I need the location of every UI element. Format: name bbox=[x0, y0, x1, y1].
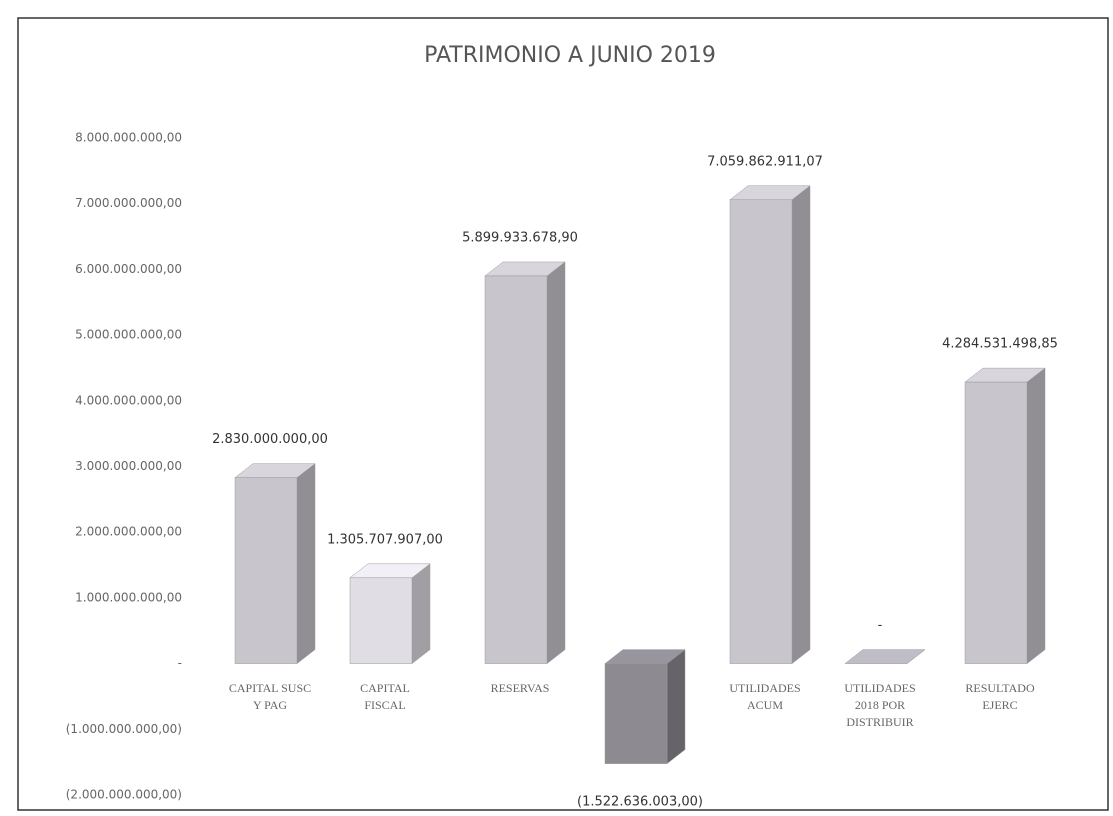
bar-front bbox=[349, 577, 413, 664]
x-tick-label-box: UTILIDADES 2018 POR DISTRIBUIR bbox=[844, 681, 916, 729]
y-tick-label: 1.000.000.000,00 bbox=[75, 590, 182, 604]
y-tick-label: 5.000.000.000,00 bbox=[75, 328, 182, 342]
data-label: 5.899.933.678,90 bbox=[462, 230, 578, 245]
y-tick-label: 4.000.000.000,00 bbox=[75, 393, 182, 407]
y-tick-label: 3.000.000.000,00 bbox=[75, 459, 182, 473]
bar-front bbox=[604, 663, 668, 764]
y-tick-label: 8.000.000.000,00 bbox=[75, 131, 182, 145]
bar-side bbox=[546, 261, 566, 665]
x-tick-label: RESERVAS bbox=[490, 681, 550, 695]
x-tick-label: CAPITAL FISCAL bbox=[360, 681, 410, 712]
bar-side bbox=[1026, 367, 1046, 665]
x-tick-label-box: CAPITAL SUSC Y PAG bbox=[228, 681, 312, 712]
x-tick-label: RESULTADO EJERC bbox=[965, 681, 1035, 712]
bar-top bbox=[844, 649, 926, 664]
bar bbox=[484, 261, 566, 665]
y-tick-label: (1.000.000.000,00) bbox=[66, 722, 182, 736]
bar-front bbox=[484, 275, 548, 664]
data-label: 1.305.707.907,00 bbox=[327, 532, 443, 547]
bar bbox=[604, 649, 686, 765]
y-tick-label: 2.000.000.000,00 bbox=[75, 525, 182, 539]
x-tick-label-box: RESULTADO EJERC bbox=[965, 681, 1035, 712]
bar bbox=[234, 463, 316, 665]
y-tick-label: - bbox=[178, 656, 182, 670]
bar bbox=[964, 367, 1046, 665]
data-label: - bbox=[878, 618, 883, 633]
data-label: (1.522.636.003,00) bbox=[577, 795, 703, 810]
x-tick-label-box: UTILIDADES ACUM bbox=[729, 681, 801, 712]
bar bbox=[349, 563, 431, 665]
bar-side bbox=[296, 463, 316, 665]
bar-front bbox=[729, 199, 793, 664]
x-tick-label-box: CAPITAL FISCAL bbox=[360, 681, 410, 712]
x-tick-label: UTILIDADES ACUM bbox=[729, 681, 801, 712]
x-tick-label: CAPITAL SUSC Y PAG bbox=[228, 681, 312, 712]
y-tick-label: 6.000.000.000,00 bbox=[75, 262, 182, 276]
data-label: 4.284.531.498,85 bbox=[942, 337, 1058, 352]
y-tick-label: 7.000.000.000,00 bbox=[75, 196, 182, 210]
data-label: 7.059.862.911,07 bbox=[707, 154, 823, 169]
x-tick-label-box: RESERVAS bbox=[490, 681, 550, 695]
x-tick-label: UTILIDADES 2018 POR DISTRIBUIR bbox=[844, 681, 916, 729]
chart-title: PATRIMONIO A JUNIO 2019 bbox=[424, 43, 716, 68]
data-label: 2.830.000.000,00 bbox=[212, 432, 328, 447]
bar-side bbox=[791, 185, 811, 665]
bar-side bbox=[666, 649, 686, 765]
bar-side bbox=[411, 563, 431, 665]
bar bbox=[729, 185, 811, 665]
y-tick-label: (2.000.000.000,00) bbox=[66, 788, 182, 802]
bar-front bbox=[234, 477, 298, 664]
bar-front bbox=[964, 381, 1028, 664]
bar bbox=[844, 649, 926, 664]
